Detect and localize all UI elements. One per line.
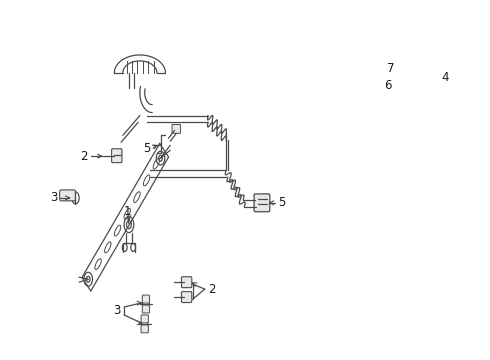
FancyBboxPatch shape bbox=[142, 305, 149, 313]
FancyBboxPatch shape bbox=[181, 277, 192, 288]
Text: 5: 5 bbox=[143, 142, 150, 155]
FancyBboxPatch shape bbox=[142, 295, 149, 303]
Text: 7: 7 bbox=[387, 62, 394, 75]
Text: 3: 3 bbox=[50, 192, 57, 204]
Text: 6: 6 bbox=[384, 79, 392, 92]
Text: 3: 3 bbox=[114, 305, 121, 318]
FancyBboxPatch shape bbox=[141, 325, 148, 333]
FancyBboxPatch shape bbox=[141, 315, 148, 323]
FancyBboxPatch shape bbox=[181, 292, 192, 302]
Text: 1: 1 bbox=[124, 205, 131, 218]
FancyBboxPatch shape bbox=[172, 125, 180, 133]
FancyBboxPatch shape bbox=[60, 190, 75, 201]
Text: 4: 4 bbox=[441, 71, 449, 84]
Text: 2: 2 bbox=[80, 150, 88, 163]
Text: 2: 2 bbox=[208, 283, 216, 296]
Text: 5: 5 bbox=[278, 196, 285, 209]
FancyBboxPatch shape bbox=[254, 194, 270, 212]
FancyBboxPatch shape bbox=[112, 149, 122, 163]
